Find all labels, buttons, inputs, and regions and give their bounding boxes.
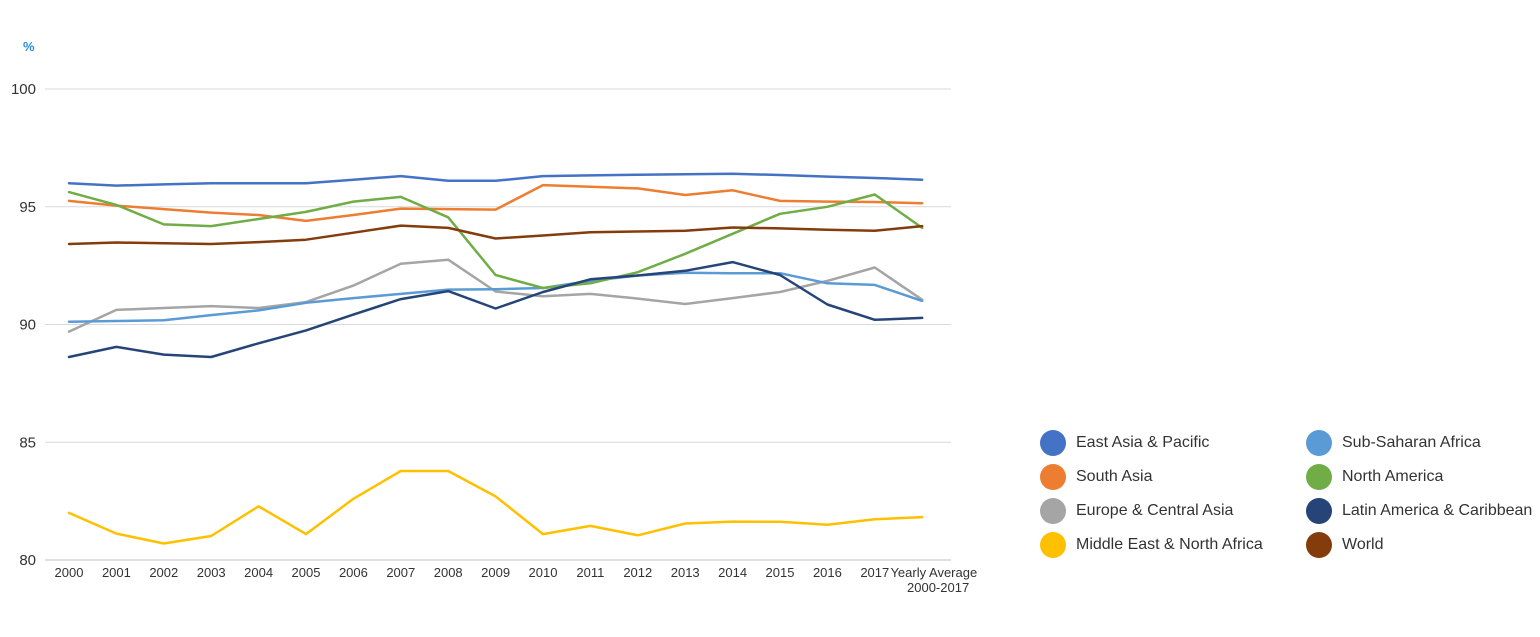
y-tick-label: 90 xyxy=(19,317,36,334)
x-tick-label: 2016 xyxy=(813,565,842,580)
legend-item: World xyxy=(1306,530,1384,560)
legend-item: North America xyxy=(1306,462,1443,492)
legend-swatch xyxy=(1306,532,1332,558)
x-tick-label: 2015 xyxy=(766,565,795,580)
x-tick-label: 2013 xyxy=(671,565,700,580)
gridlines xyxy=(45,88,951,561)
y-axis-ticks: 80 85 90 95 100 xyxy=(11,81,36,569)
series-line-south-asia xyxy=(67,183,924,223)
x-tick-label: 2004 xyxy=(244,565,273,580)
legend-swatch xyxy=(1306,464,1332,490)
x-tick-label: 2006 xyxy=(339,565,368,580)
legend-label: World xyxy=(1342,536,1384,553)
series-line-world xyxy=(67,224,924,246)
legend-swatch xyxy=(1306,430,1332,456)
x-tick-label: 2012 xyxy=(623,565,652,580)
x-tick-label: 2009 xyxy=(481,565,510,580)
legend-item: Middle East & North Africa xyxy=(1040,530,1263,560)
legend-label: Europe & Central Asia xyxy=(1076,502,1234,519)
x-tick-label: 2011 xyxy=(576,565,604,580)
legend-item: Latin America & Caribbean xyxy=(1306,496,1532,526)
x-tick-label: 2003 xyxy=(197,565,226,580)
x-tick-label: 2008 xyxy=(434,565,463,580)
x-tick-label: 2000 xyxy=(55,565,84,580)
series-line-middle-east-north-africa xyxy=(67,469,924,545)
legend-label: Sub-Saharan Africa xyxy=(1342,434,1481,451)
legend-swatch xyxy=(1040,464,1066,490)
legend-item: Europe & Central Asia xyxy=(1040,496,1233,526)
legend-label: South Asia xyxy=(1076,468,1153,485)
legend-label: Middle East & North Africa xyxy=(1076,536,1263,553)
x-tick-label: 2002 xyxy=(149,565,178,580)
x-tick-label: 2001 xyxy=(102,565,131,580)
x-tick-label: 2005 xyxy=(292,565,321,580)
x-tick-label: Yearly Average 2000-2017 xyxy=(890,565,977,595)
y-tick-label: 80 xyxy=(19,552,36,569)
legend-item: East Asia & Pacific xyxy=(1040,428,1209,458)
x-tick-label: 2007 xyxy=(386,565,415,580)
y-tick-label: 95 xyxy=(19,199,36,216)
y-tick-label: 85 xyxy=(19,434,36,451)
legend-label: North America xyxy=(1342,468,1444,485)
series-line-europe-central-asia xyxy=(67,258,924,333)
series-line-sub-saharan-africa xyxy=(67,271,924,323)
legend-swatch xyxy=(1040,498,1066,524)
legend-item: Sub-Saharan Africa xyxy=(1306,428,1481,458)
x-axis-ticks: 2000 2001 2002 2003 2004 2005 2006 2007 2008 2009… xyxy=(55,565,978,595)
legend-item: South Asia xyxy=(1040,462,1153,492)
series-lines xyxy=(67,172,924,545)
x-tick-label: 2010 xyxy=(529,565,558,580)
legend-label: East Asia & Pacific xyxy=(1076,434,1210,451)
y-tick-label: 100 xyxy=(11,81,36,98)
legend-swatch xyxy=(1040,532,1066,558)
x-tick-label: 2014 xyxy=(718,565,747,580)
legend-swatch xyxy=(1040,430,1066,456)
series-line-east-asia-pacific xyxy=(67,172,924,187)
legend-swatch xyxy=(1306,498,1332,524)
unit-label: % xyxy=(23,39,35,54)
x-tick-label: 2017 xyxy=(860,565,889,580)
series-line-latin-america-caribbean xyxy=(67,260,924,359)
legend-label: Latin America & Caribbean xyxy=(1342,502,1533,519)
series-line-north-america xyxy=(67,190,924,290)
